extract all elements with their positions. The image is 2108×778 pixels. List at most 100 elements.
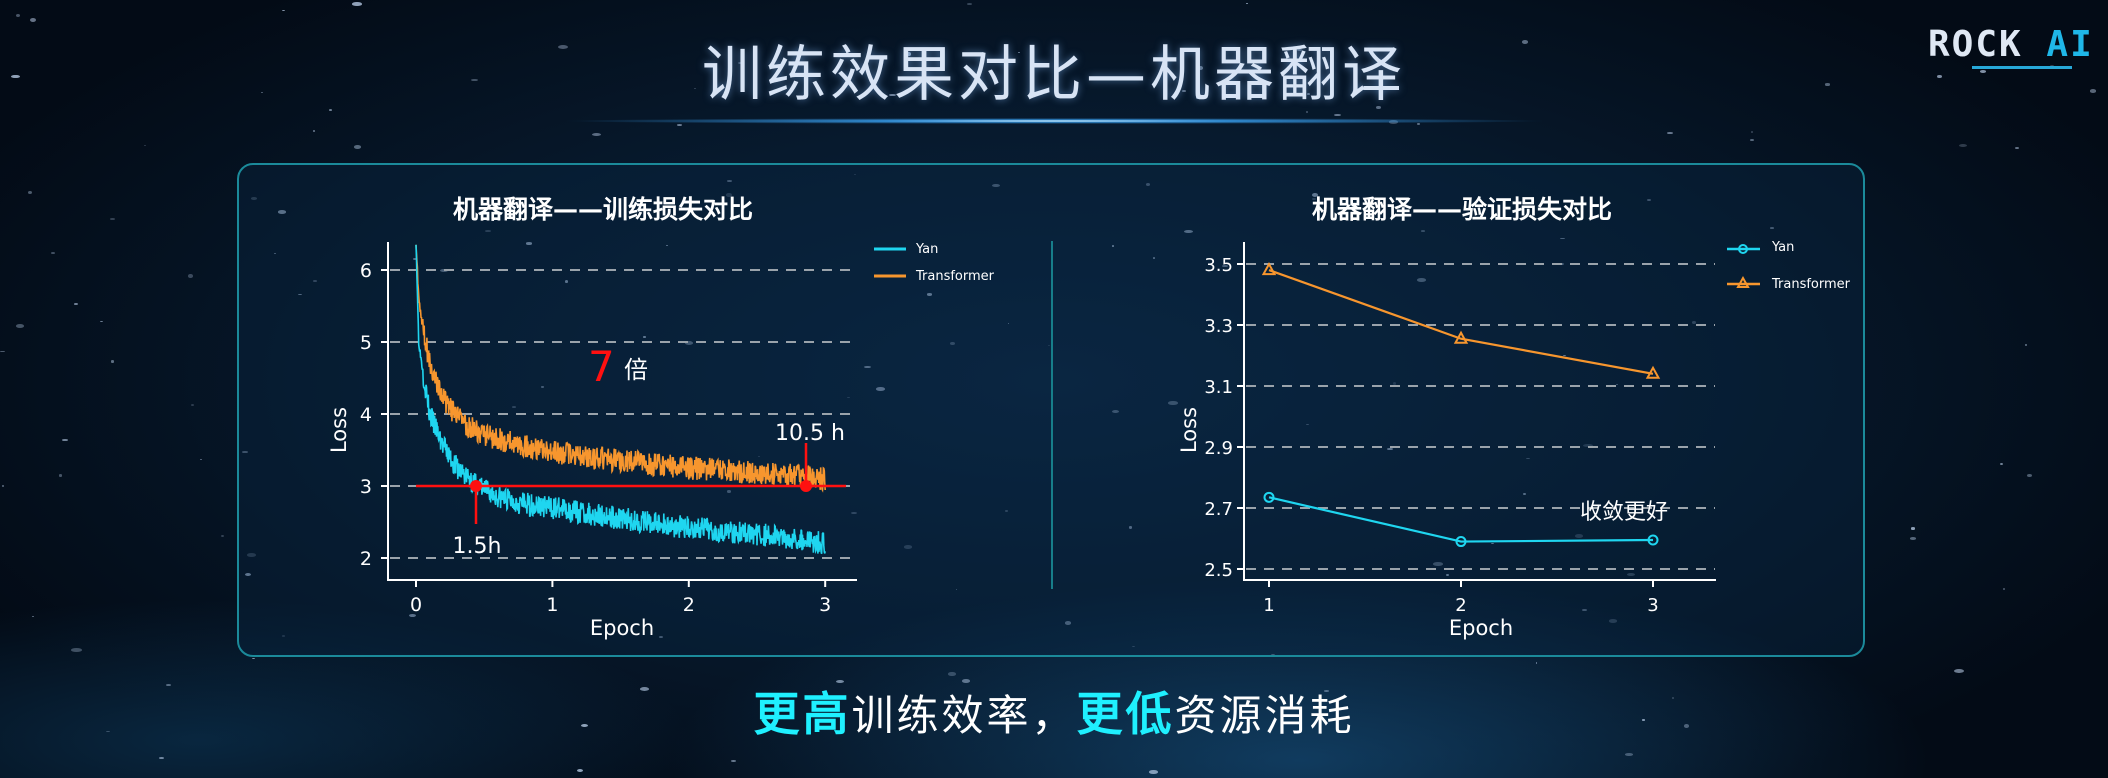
x-tick-label: 1 <box>546 594 558 616</box>
y-tick-label: 3 <box>360 476 372 498</box>
speedup-unit: 倍 <box>624 356 648 384</box>
legend-transformer-marker <box>1736 275 1750 288</box>
star <box>950 341 956 346</box>
star <box>1420 230 1425 232</box>
star <box>190 404 194 407</box>
star <box>926 293 933 297</box>
star <box>1526 457 1531 460</box>
x-tick-label: 3 <box>819 594 831 616</box>
x-tick-label: 3 <box>1647 595 1658 616</box>
data-point-yan <box>1263 491 1275 503</box>
star <box>961 678 971 683</box>
star <box>32 615 34 618</box>
star <box>1563 354 1566 357</box>
star <box>1132 646 1136 648</box>
logo-text-accent: AI <box>2046 24 2094 65</box>
star <box>16 324 25 329</box>
star <box>1683 723 1690 728</box>
y-tick-label: 3.3 <box>1204 316 1233 337</box>
star <box>1582 608 1587 611</box>
star <box>1312 192 1319 197</box>
star <box>727 180 732 183</box>
title-glow-divider <box>560 118 1550 124</box>
star <box>2089 89 2097 93</box>
star <box>1432 561 1444 566</box>
star <box>1305 423 1310 426</box>
star <box>853 173 856 175</box>
star <box>1627 572 1635 577</box>
star <box>1111 410 1119 414</box>
star <box>1198 66 1204 70</box>
marker-point-transformer <box>800 480 812 492</box>
star <box>727 490 731 494</box>
star <box>693 87 697 90</box>
star <box>2000 463 2003 466</box>
star <box>61 438 68 442</box>
star <box>1 485 4 487</box>
star <box>1609 619 1618 623</box>
star <box>251 657 256 659</box>
star <box>353 144 362 149</box>
star <box>1112 244 1115 247</box>
star <box>1153 257 1156 259</box>
series-transformer <box>415 244 826 493</box>
speedup-number: 7 <box>588 342 615 391</box>
star <box>676 123 683 126</box>
star <box>281 9 286 12</box>
legend-transformer-label: Transformer <box>915 269 995 284</box>
annotation-transformer-time: 10.5 h <box>775 421 845 446</box>
star <box>966 2 973 6</box>
star <box>1521 40 1528 44</box>
star <box>1376 105 1381 110</box>
logo-underline <box>1972 66 2072 69</box>
star <box>1522 492 1526 495</box>
star <box>1909 537 1916 540</box>
star <box>1305 110 1308 113</box>
star <box>1824 83 1830 86</box>
star <box>576 769 583 773</box>
star <box>100 320 104 322</box>
star <box>74 302 78 306</box>
y-tick-label: 4 <box>360 404 372 426</box>
star <box>1535 662 1538 664</box>
star <box>16 14 21 18</box>
data-point-transformer <box>1261 262 1277 276</box>
star <box>1387 447 1393 450</box>
star <box>1007 322 1010 324</box>
slogan-highlight-2: 更低 <box>1076 687 1175 741</box>
legend-yan-label: Yan <box>1771 240 1794 255</box>
star <box>1691 320 1697 325</box>
star <box>992 183 1001 188</box>
star <box>639 686 649 691</box>
star <box>298 293 302 296</box>
star <box>731 760 737 763</box>
star <box>71 648 83 652</box>
star <box>580 723 589 727</box>
star <box>1018 51 1021 54</box>
star <box>737 61 744 64</box>
x-tick-label: 0 <box>410 594 422 616</box>
star <box>10 74 20 79</box>
legend-yan-marker <box>1738 244 1748 254</box>
rock-ai-logo: ROCK AI <box>1928 24 2094 65</box>
star <box>247 552 256 557</box>
star <box>876 387 886 391</box>
star <box>50 251 56 255</box>
star <box>665 244 669 246</box>
validation-loss-chart: 2.5 2.7 2.9 3.1 3.3 3.5 1 2 3 Epoch Loss 收敛更好 Yan Tra… <box>1177 240 1851 640</box>
star <box>2027 473 2033 478</box>
training-loss-chart: 2 3 4 5 6 0 1 2 3 Epoch Loss 1.5h 10.5 h 7 倍 Yan Transfo… <box>327 242 995 640</box>
y-tick-label: 6 <box>360 260 372 282</box>
star <box>1323 689 1329 692</box>
star <box>1953 669 1964 674</box>
star <box>1672 697 1675 699</box>
y-tick-label: 2.7 <box>1204 499 1233 520</box>
star <box>1047 344 1050 346</box>
star <box>1750 138 1754 141</box>
x-axis-label: Epoch <box>1449 616 1513 640</box>
star <box>1416 278 1426 282</box>
star <box>541 386 544 388</box>
star <box>1642 719 1645 721</box>
slogan-highlight-1: 更高 <box>753 687 852 741</box>
